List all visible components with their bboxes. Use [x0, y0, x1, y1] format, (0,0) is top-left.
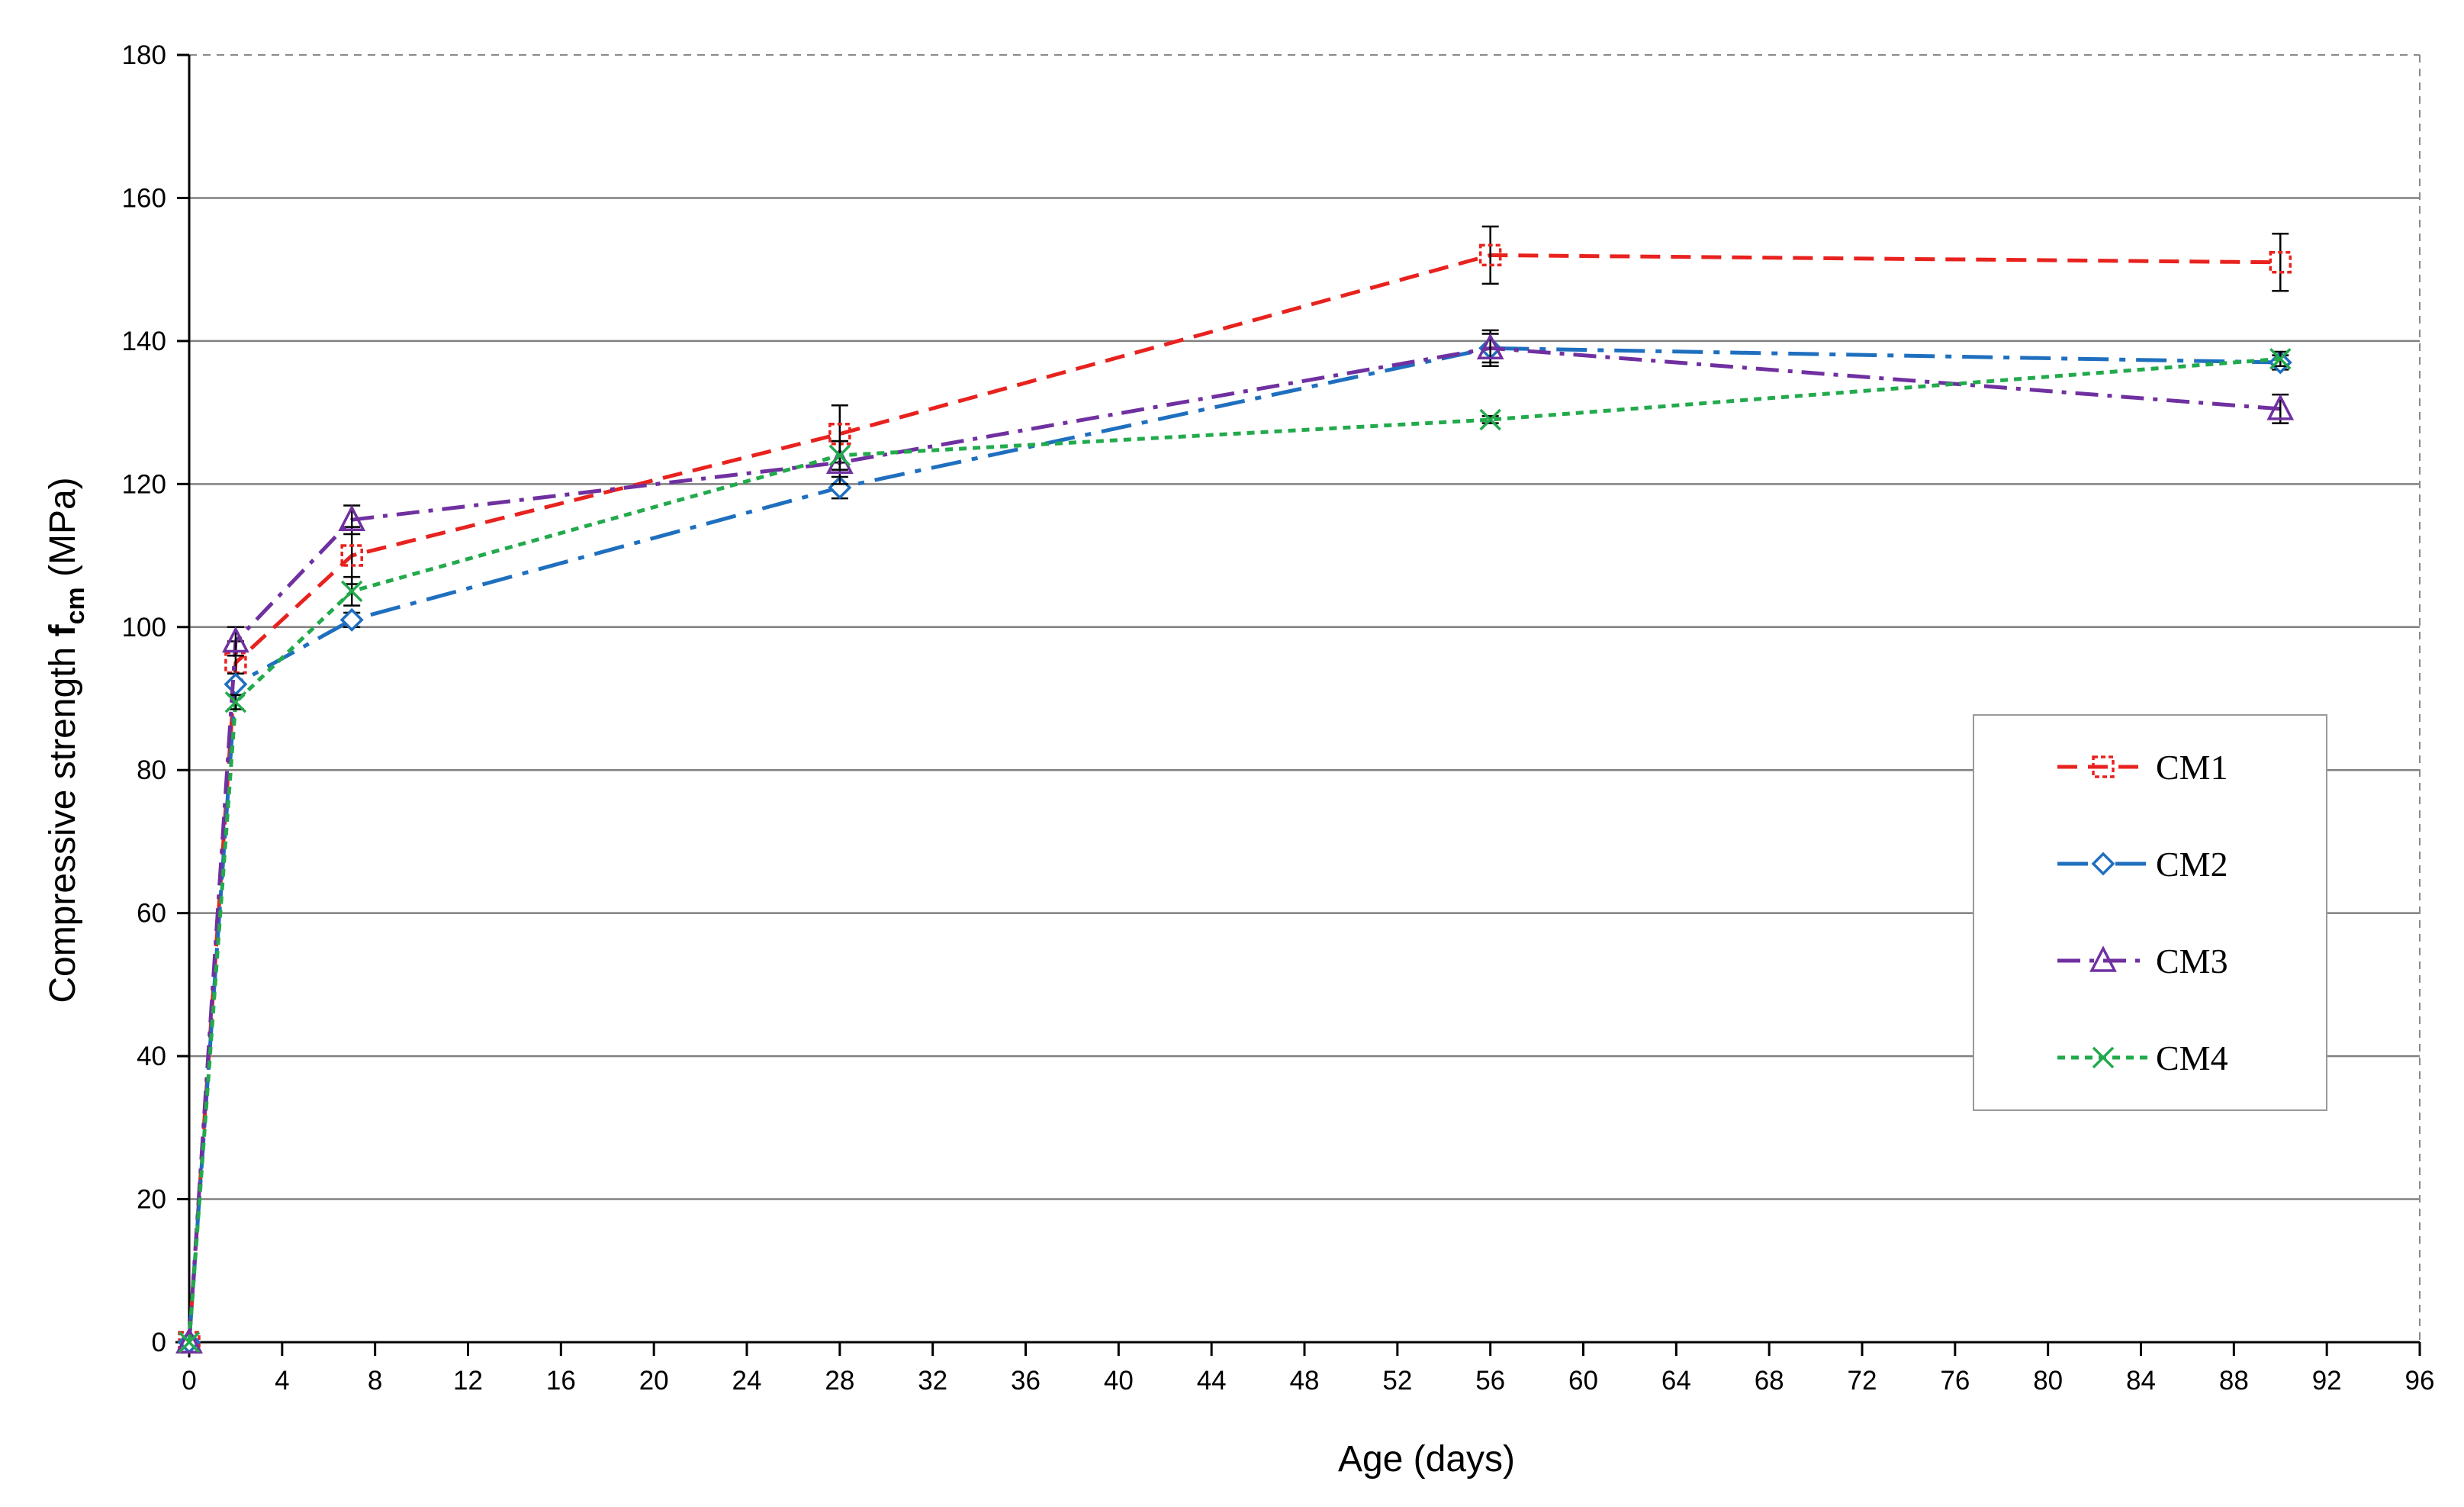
legend-item-CM2: CM2 — [2057, 845, 2228, 884]
point-CM3-2 — [222, 626, 249, 653]
y-tick-label-160: 160 — [122, 183, 166, 213]
x-tick-label-24: 24 — [732, 1366, 762, 1396]
x-tick-label-60: 60 — [1568, 1366, 1598, 1396]
legend-label-CM2: CM2 — [2156, 845, 2228, 884]
error-bar-CM1-56 — [1481, 225, 1499, 285]
legend-marker-CM2 — [2091, 852, 2115, 876]
x-tick-label-72: 72 — [1848, 1366, 1877, 1396]
legend-item-CM3: CM3 — [2057, 942, 2228, 981]
point-CM3-56 — [1476, 333, 1504, 360]
x-tick-label-96: 96 — [2405, 1366, 2435, 1396]
point-CM3-7 — [338, 504, 366, 531]
axes-layer — [175, 55, 2420, 1357]
point-CM3-0 — [175, 1327, 203, 1354]
y-tick-label-100: 100 — [122, 613, 166, 642]
series-CM3 — [175, 329, 2295, 1354]
x-tick-label-92: 92 — [2312, 1366, 2342, 1396]
legend-box — [1973, 714, 2327, 1111]
legend-items: CM1 CM2 CM3 CM4 — [2057, 748, 2228, 1077]
x-tick-label-52: 52 — [1382, 1366, 1412, 1396]
y-tick-label-120: 120 — [122, 469, 166, 499]
legend-label-CM1: CM1 — [2156, 748, 2228, 787]
legend-label-CM3: CM3 — [2156, 942, 2228, 981]
y-tick-label-80: 80 — [137, 755, 166, 785]
x-tick-label-16: 16 — [546, 1366, 576, 1396]
x-tick-label-28: 28 — [825, 1366, 854, 1396]
point-CM4-0 — [178, 1331, 201, 1354]
legend-item-CM4: CM4 — [2057, 1038, 2228, 1077]
error-bar-CM1-7 — [343, 526, 361, 585]
legend-item-CM1: CM1 — [2057, 748, 2228, 787]
x-tick-label-76: 76 — [1940, 1366, 1970, 1396]
series-CM4 — [178, 348, 2292, 1354]
point-CM1-56 — [1478, 243, 1502, 267]
x-axis-title: Age (days) — [1338, 1439, 1515, 1480]
legend: CM1 CM2 CM3 CM4 — [1973, 714, 2327, 1111]
y-axis-title-symbol: f — [43, 623, 83, 636]
series-line-CM3 — [187, 346, 2281, 1343]
series-line-CM2 — [187, 346, 2281, 1343]
point-CM4-56 — [1479, 408, 1501, 431]
x-tick-label-12: 12 — [453, 1366, 483, 1396]
x-tick-label-36: 36 — [1011, 1366, 1041, 1396]
point-CM4-28 — [828, 444, 851, 467]
legend-label-CM4: CM4 — [2156, 1038, 2228, 1077]
point-CM1-90 — [2269, 251, 2292, 274]
x-tick-label-84: 84 — [2126, 1366, 2156, 1396]
x-tick-label-4: 4 — [275, 1366, 289, 1396]
y-tick-label-180: 180 — [122, 40, 166, 70]
x-tick-label-88: 88 — [2219, 1366, 2249, 1396]
error-bar-CM1-90 — [2272, 233, 2289, 292]
x-tick-label-48: 48 — [1290, 1366, 1320, 1396]
y-axis-title-suffix: (MPa) — [43, 477, 83, 587]
x-tick-label-64: 64 — [1661, 1366, 1691, 1396]
x-tick-label-80: 80 — [2033, 1366, 2063, 1396]
series-layer — [175, 225, 2295, 1354]
y-tick-label-0: 0 — [152, 1328, 166, 1357]
y-axis-title-subscript: cm — [61, 587, 90, 624]
y-tick-label-140: 140 — [122, 327, 166, 356]
y-tick-label-20: 20 — [137, 1185, 166, 1215]
x-tick-label-8: 8 — [368, 1366, 382, 1396]
y-axis-title: Compressive strength fcm (MPa) — [43, 477, 90, 1003]
point-CM4-2 — [224, 691, 247, 713]
y-tick-label-60: 60 — [137, 899, 166, 929]
legend-marker-CM4 — [2092, 1046, 2115, 1069]
x-tick-label-56: 56 — [1475, 1366, 1505, 1396]
series-line-CM4 — [187, 356, 2281, 1343]
x-tick-label-20: 20 — [639, 1366, 669, 1396]
series-line-CM1 — [187, 253, 2281, 1343]
point-CM2-2 — [224, 672, 248, 697]
x-tick-label-32: 32 — [918, 1366, 947, 1396]
grid-layer — [189, 54, 2421, 1342]
y-axis-title-prefix: Compressive strength — [43, 636, 83, 1003]
point-CM4-90 — [2269, 348, 2292, 370]
y-tick-label-40: 40 — [137, 1042, 166, 1071]
point-CM1-7 — [340, 544, 363, 567]
x-tick-label-40: 40 — [1104, 1366, 1134, 1396]
legend-marker-CM3 — [2089, 945, 2117, 972]
point-CM4-7 — [340, 580, 363, 603]
point-CM2-7 — [339, 607, 364, 632]
legend-marker-CM1 — [2092, 755, 2115, 778]
x-tick-label-44: 44 — [1197, 1366, 1227, 1396]
x-tick-label-0: 0 — [182, 1366, 196, 1396]
x-tick-label-68: 68 — [1755, 1366, 1784, 1396]
point-CM3-90 — [2266, 394, 2295, 420]
